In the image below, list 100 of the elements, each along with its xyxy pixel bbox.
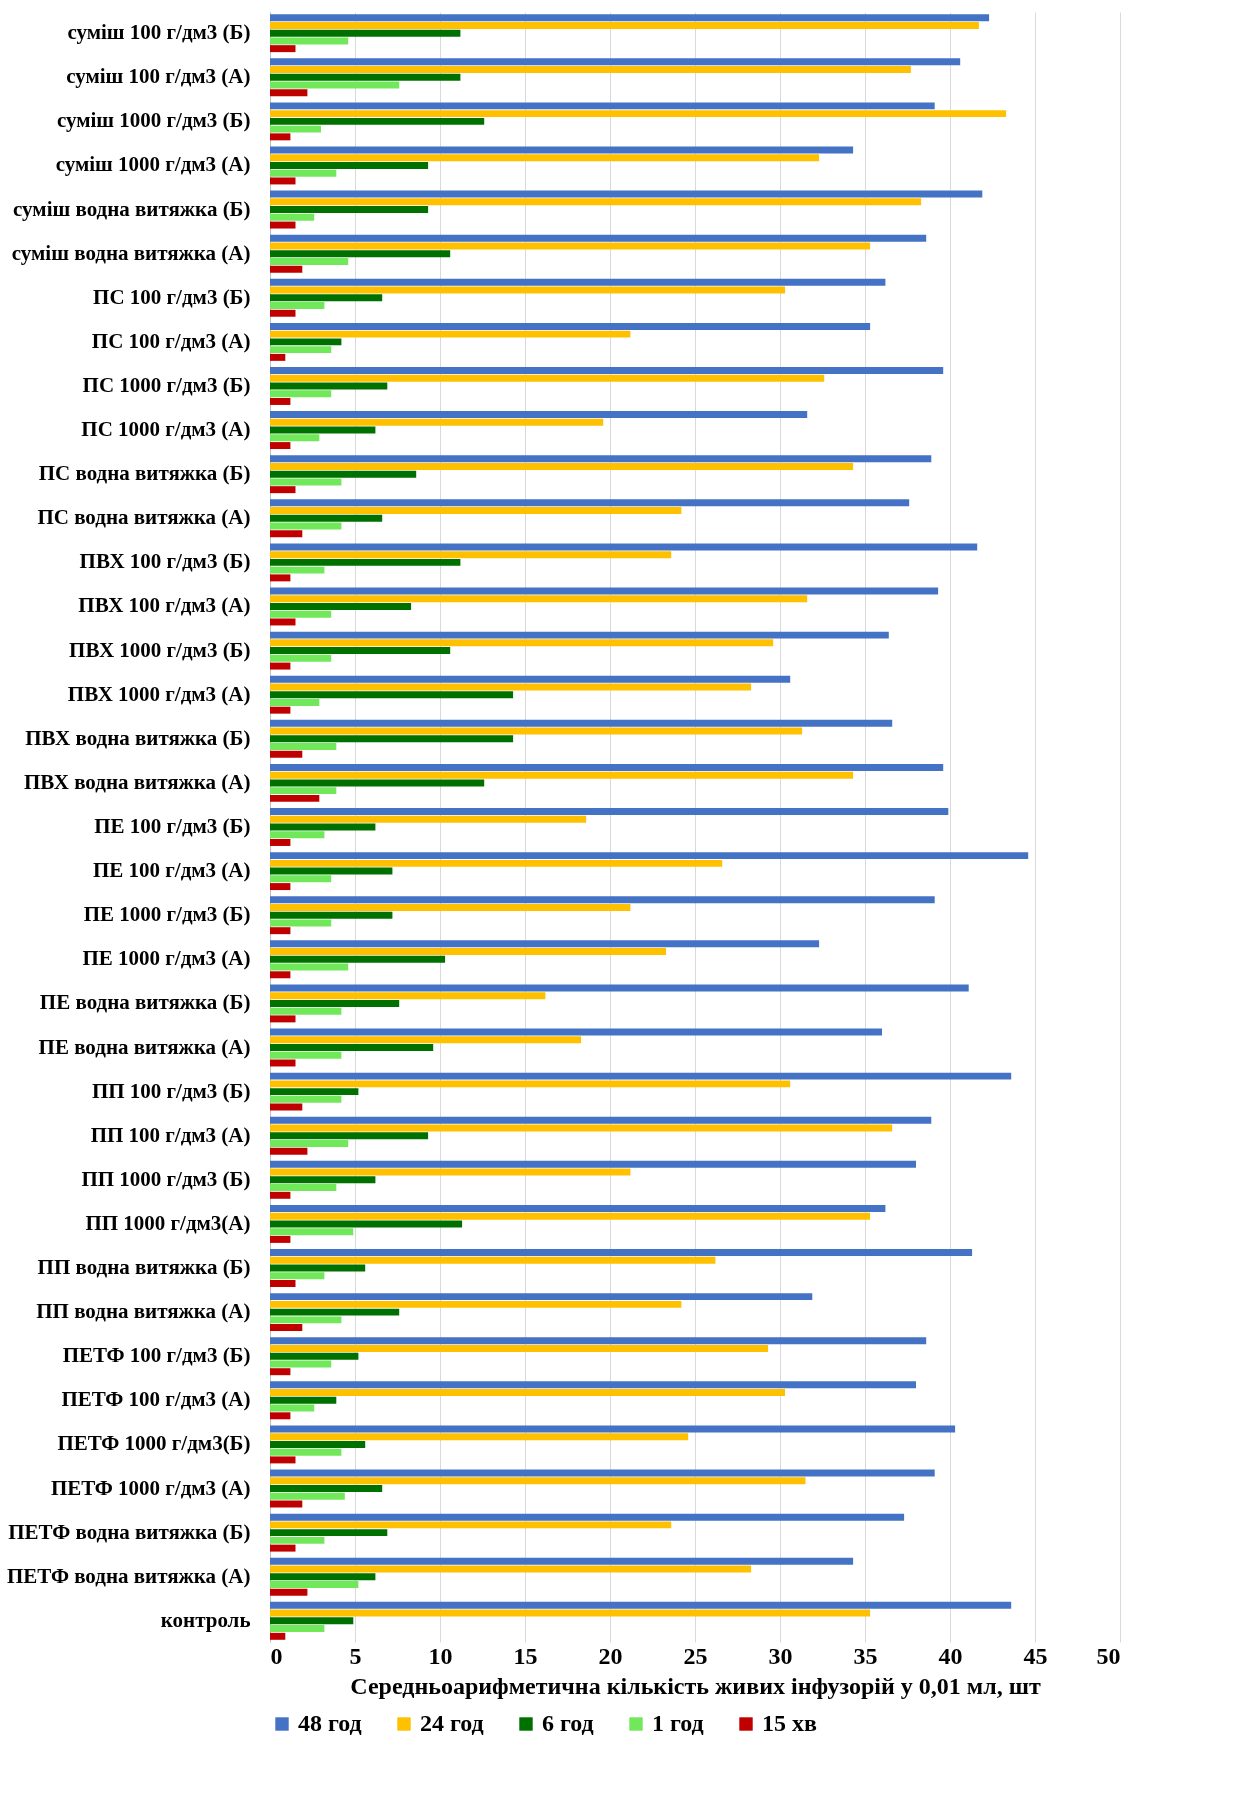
bar (270, 374, 825, 382)
bar (270, 1249, 973, 1257)
bar (270, 639, 774, 647)
legend-label: 15 хв (762, 1710, 817, 1736)
y-tick-label: ПЕТФ водна витяжка (А) (7, 1563, 251, 1588)
bar (270, 322, 871, 330)
y-tick-label: ПЕ 1000 г/дм3 (А) (82, 946, 251, 971)
y-tick-label: ПС водна витяжка (Б) (38, 461, 251, 486)
x-tick-label: 0 (270, 1642, 283, 1669)
y-tick-label: ПС 100 г/дм3 (А) (91, 328, 251, 353)
bar (270, 486, 296, 494)
y-tick-label: ПП 100 г/дм3 (А) (90, 1122, 251, 1147)
bar (270, 808, 949, 815)
bar (270, 647, 451, 655)
bar (270, 426, 376, 434)
bar (270, 999, 400, 1007)
bar (270, 815, 587, 823)
bar (270, 29, 461, 37)
bar (270, 852, 1029, 860)
bar (270, 763, 944, 771)
bar (270, 1360, 332, 1368)
bar (270, 213, 315, 221)
legend-label: 24 год (420, 1710, 484, 1736)
bar (270, 470, 417, 478)
bar (270, 743, 337, 751)
x-tick-label: 10 (428, 1642, 453, 1669)
bar (270, 1448, 342, 1456)
bar (270, 1264, 366, 1272)
bar (270, 242, 871, 250)
bar (270, 1293, 813, 1301)
y-tick-label: ПЕТФ 1000 г/дм3 (А) (50, 1475, 251, 1500)
bar (270, 574, 291, 582)
bar (270, 522, 342, 530)
bar (270, 89, 308, 97)
bar (270, 37, 349, 45)
bar (270, 1080, 791, 1088)
bar (270, 434, 320, 442)
x-tick-label: 35 (853, 1642, 878, 1669)
bar (270, 1103, 303, 1111)
bar (270, 286, 786, 294)
bar (270, 1412, 291, 1420)
bar (270, 911, 393, 919)
bar (270, 514, 383, 522)
bar (270, 927, 291, 935)
bar (270, 779, 485, 787)
bar (270, 1345, 769, 1352)
bar (270, 462, 854, 470)
y-tick-label: ПС водна витяжка (А) (37, 505, 251, 530)
bar (270, 595, 808, 603)
x-tick-label: 30 (768, 1642, 793, 1669)
bar (270, 1147, 308, 1155)
bar (270, 499, 910, 507)
y-tick-label: ПВХ водна витяжка (А) (23, 769, 251, 794)
bar (270, 1124, 893, 1132)
bar (270, 903, 631, 911)
bar (270, 1051, 342, 1059)
y-tick-label: суміш 100 г/дм3 (А) (66, 64, 251, 89)
bar (270, 1300, 682, 1308)
bar (270, 382, 388, 390)
bar (270, 1477, 806, 1485)
y-tick-label: ПП 100 г/дм3 (Б) (91, 1078, 251, 1103)
bar (270, 1529, 388, 1537)
bar (270, 1632, 286, 1640)
bar (270, 442, 291, 450)
y-tick-label: ПВХ 100 г/дм3 (А) (78, 593, 251, 618)
bar (270, 896, 935, 904)
bar (270, 455, 932, 463)
bar (270, 418, 604, 426)
bar (270, 294, 383, 302)
bar (270, 1469, 935, 1477)
bar (270, 309, 296, 317)
x-axis-title: Середньоарифметична кількість живих інфузорій у 0,01 мл, шт (350, 1672, 1041, 1699)
y-tick-label: ПС 1000 г/дм3 (Б) (82, 372, 251, 397)
bar (270, 618, 296, 626)
bar (270, 1256, 716, 1264)
y-tick-label: суміш 1000 г/дм3 (А) (55, 152, 251, 177)
bar (270, 750, 303, 758)
bar (270, 411, 808, 419)
bar (270, 1456, 296, 1464)
bar (270, 58, 961, 66)
bar (270, 1095, 342, 1103)
bar (270, 867, 393, 875)
bar (270, 727, 803, 735)
bar (270, 190, 983, 198)
bar (270, 984, 969, 992)
bar (270, 1513, 905, 1521)
bar (270, 1609, 871, 1617)
bar (270, 735, 514, 743)
bar (270, 1352, 359, 1360)
bar (270, 1521, 672, 1529)
bar (270, 302, 325, 309)
bar (270, 1204, 886, 1212)
bar (270, 221, 296, 229)
bar (270, 338, 342, 346)
bar (270, 1168, 631, 1176)
bar (270, 265, 303, 273)
x-tick-label: 50 (1096, 1642, 1121, 1669)
y-tick-label: ПВХ 100 г/дм3 (Б) (79, 549, 251, 574)
bar (270, 21, 979, 29)
bar (270, 1228, 354, 1236)
